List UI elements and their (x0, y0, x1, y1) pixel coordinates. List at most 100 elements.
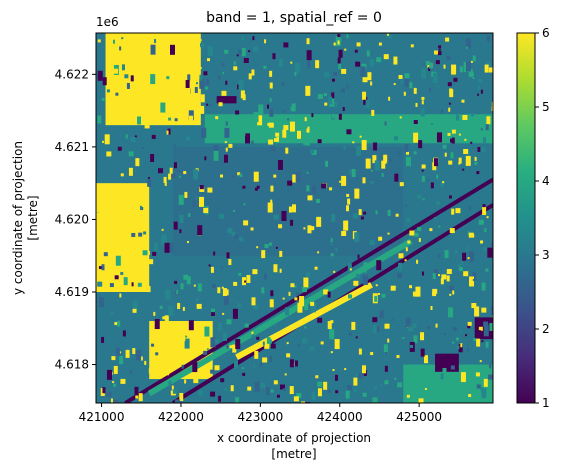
raster-speckle (264, 343, 270, 349)
x-axis-label-line1: x coordinate of projection (217, 431, 371, 445)
raster-speckle (246, 274, 251, 283)
raster-speckle (283, 110, 286, 113)
raster-speckle (101, 264, 105, 271)
raster-speckle (485, 341, 489, 348)
raster-speckle (235, 110, 240, 115)
raster-speckle (282, 388, 286, 392)
raster-speckle (372, 397, 378, 403)
raster-speckle (226, 252, 230, 259)
raster-speckle (413, 335, 418, 344)
raster-speckle (317, 388, 322, 397)
raster-speckle (148, 368, 154, 374)
x-axis: 421000 422000 423000 424000 425000 (79, 403, 442, 424)
raster-speckle (199, 196, 205, 207)
raster-speckle (394, 173, 399, 182)
raster-speckle (151, 343, 155, 347)
raster-speckle (483, 137, 487, 144)
raster-speckle (117, 146, 122, 151)
raster-speckle (380, 384, 383, 387)
raster-speckle (113, 68, 119, 74)
raster-speckle (297, 344, 300, 347)
raster-speckle (427, 326, 431, 330)
raster-speckle (353, 280, 359, 286)
raster-speckle (199, 185, 204, 190)
raster-speckle (203, 350, 208, 355)
raster-speckle (400, 80, 403, 85)
raster-speckle (327, 389, 331, 393)
raster-speckle (248, 73, 252, 80)
raster-speckle (244, 280, 247, 283)
raster-speckle (421, 164, 426, 169)
raster-speckle (238, 272, 242, 276)
raster-speckle (113, 383, 117, 387)
raster-speckle (454, 250, 458, 254)
raster-speckle (489, 322, 493, 331)
raster-speckle (441, 274, 447, 280)
raster-speckle (404, 143, 409, 152)
raster-speckle (435, 323, 438, 328)
raster-speckle (415, 286, 421, 297)
raster-speckle (387, 232, 390, 235)
raster-speckle (204, 156, 207, 161)
raster-speckle (488, 374, 493, 380)
raster-speckle (455, 208, 461, 214)
raster-speckle (169, 167, 173, 174)
raster-speckle (113, 190, 116, 195)
raster-speckle (472, 77, 475, 80)
raster-speckle (374, 160, 380, 171)
raster-speckle (242, 372, 246, 376)
raster-speckle (372, 317, 378, 323)
raster-speckle (347, 198, 351, 205)
raster-speckle (294, 72, 297, 77)
raster-speckle (474, 156, 477, 161)
raster-speckle (275, 132, 280, 137)
raster-speckle (178, 175, 181, 178)
raster-speckle (373, 142, 378, 151)
raster-speckle (251, 297, 256, 306)
raster-speckle (186, 347, 189, 352)
raster-speckle (432, 288, 438, 294)
raster-speckle (224, 295, 230, 306)
raster-speckle (114, 275, 119, 280)
raster-speckle (290, 283, 295, 288)
raster-speckle (112, 39, 115, 44)
raster-speckle (306, 50, 312, 61)
raster-speckle (150, 334, 154, 338)
raster-speckle (418, 238, 421, 243)
raster-speckle (193, 169, 199, 180)
raster-speckle (443, 64, 446, 69)
y-tick-label: 4.620 (55, 212, 89, 226)
raster-speckle (184, 191, 188, 198)
raster-speckle (200, 43, 205, 48)
raster-speckle (430, 182, 434, 189)
raster-speckle (389, 157, 392, 162)
raster-speckle (106, 151, 112, 157)
raster-speckle (283, 42, 289, 48)
raster-speckle (364, 270, 367, 273)
raster-speckle (311, 149, 317, 155)
raster-speckle (453, 77, 458, 82)
raster-speckle (470, 60, 473, 63)
raster-speckle (448, 102, 451, 105)
raster-speckle (183, 171, 187, 175)
raster-speckle (486, 116, 491, 125)
raster-speckle (362, 365, 367, 374)
raster-speckle (174, 349, 178, 353)
raster-speckle (413, 151, 417, 155)
raster-speckle (448, 195, 452, 199)
raster-speckle (378, 292, 381, 295)
raster-speckle (179, 392, 184, 401)
raster-speckle (124, 74, 129, 79)
raster-speckle (167, 128, 171, 135)
raster-speckle (358, 348, 362, 355)
raster-speckle (331, 92, 335, 99)
raster-speckle (137, 282, 142, 287)
raster-speckle (192, 200, 196, 207)
raster-speckle (237, 172, 241, 176)
colorbar-tick-label: 1 (542, 396, 550, 410)
raster-speckle (231, 175, 235, 179)
raster-speckle (185, 335, 188, 338)
raster-speckle (199, 74, 203, 81)
raster-speckle (186, 276, 191, 285)
raster-speckle (398, 253, 404, 259)
